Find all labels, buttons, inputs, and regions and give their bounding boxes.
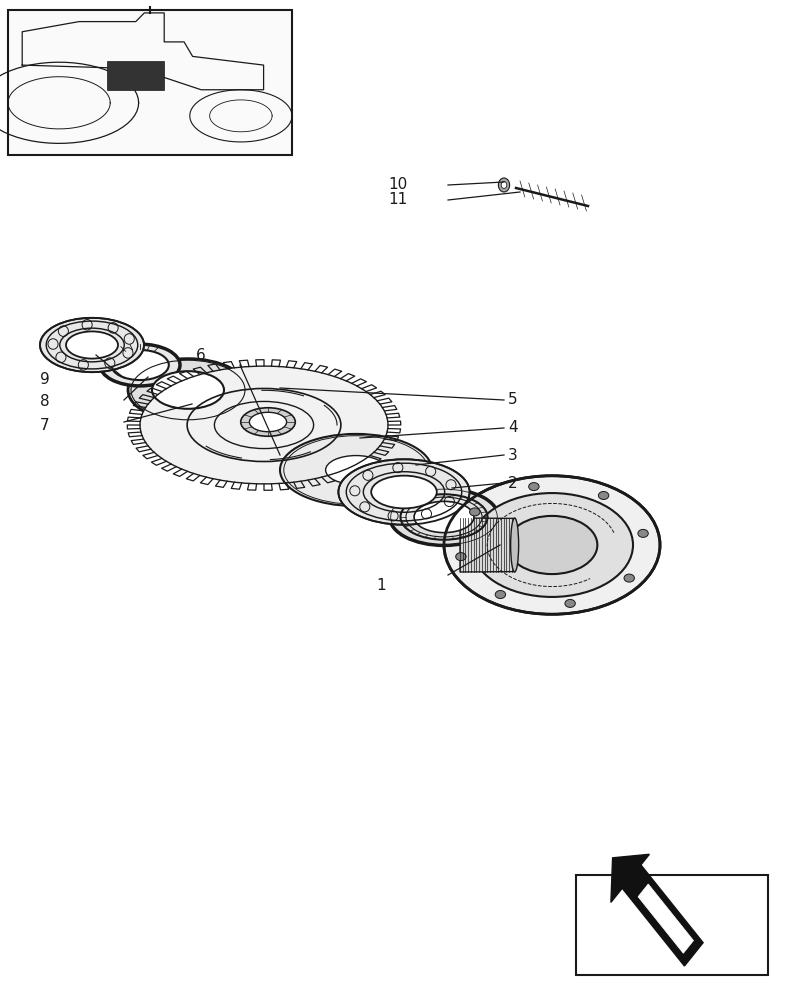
Polygon shape	[460, 518, 514, 572]
FancyBboxPatch shape	[576, 875, 768, 975]
Ellipse shape	[152, 371, 224, 409]
Ellipse shape	[338, 459, 470, 525]
Ellipse shape	[280, 434, 432, 506]
Text: 3: 3	[508, 448, 518, 462]
Text: 5: 5	[508, 392, 518, 408]
Text: 11: 11	[388, 192, 407, 208]
Ellipse shape	[111, 350, 169, 380]
FancyBboxPatch shape	[8, 10, 292, 155]
Ellipse shape	[140, 366, 388, 484]
Ellipse shape	[444, 476, 660, 614]
Ellipse shape	[414, 501, 474, 533]
Ellipse shape	[128, 359, 248, 421]
Polygon shape	[611, 854, 703, 966]
Ellipse shape	[501, 181, 507, 188]
Ellipse shape	[470, 508, 480, 516]
Ellipse shape	[510, 518, 518, 572]
Text: 8: 8	[40, 394, 50, 410]
Text: 1: 1	[376, 578, 386, 592]
Ellipse shape	[638, 529, 648, 537]
Ellipse shape	[66, 331, 118, 359]
Polygon shape	[107, 61, 164, 90]
Ellipse shape	[100, 344, 180, 386]
Ellipse shape	[565, 599, 575, 607]
Text: 10: 10	[388, 177, 407, 192]
Ellipse shape	[506, 516, 598, 574]
Text: 4: 4	[508, 420, 518, 436]
Ellipse shape	[326, 456, 386, 484]
Ellipse shape	[529, 483, 539, 491]
Ellipse shape	[390, 489, 498, 545]
Ellipse shape	[371, 476, 437, 508]
Ellipse shape	[250, 412, 286, 432]
Text: 9: 9	[40, 372, 50, 387]
Ellipse shape	[456, 553, 466, 561]
Text: 7: 7	[40, 418, 50, 432]
Polygon shape	[638, 884, 694, 953]
Ellipse shape	[471, 493, 633, 597]
Ellipse shape	[624, 574, 634, 582]
Ellipse shape	[40, 318, 144, 372]
Text: 6: 6	[196, 348, 206, 362]
Ellipse shape	[241, 408, 295, 436]
Text: 2: 2	[508, 476, 518, 490]
Ellipse shape	[495, 591, 506, 599]
Ellipse shape	[498, 178, 510, 192]
Ellipse shape	[598, 491, 609, 499]
